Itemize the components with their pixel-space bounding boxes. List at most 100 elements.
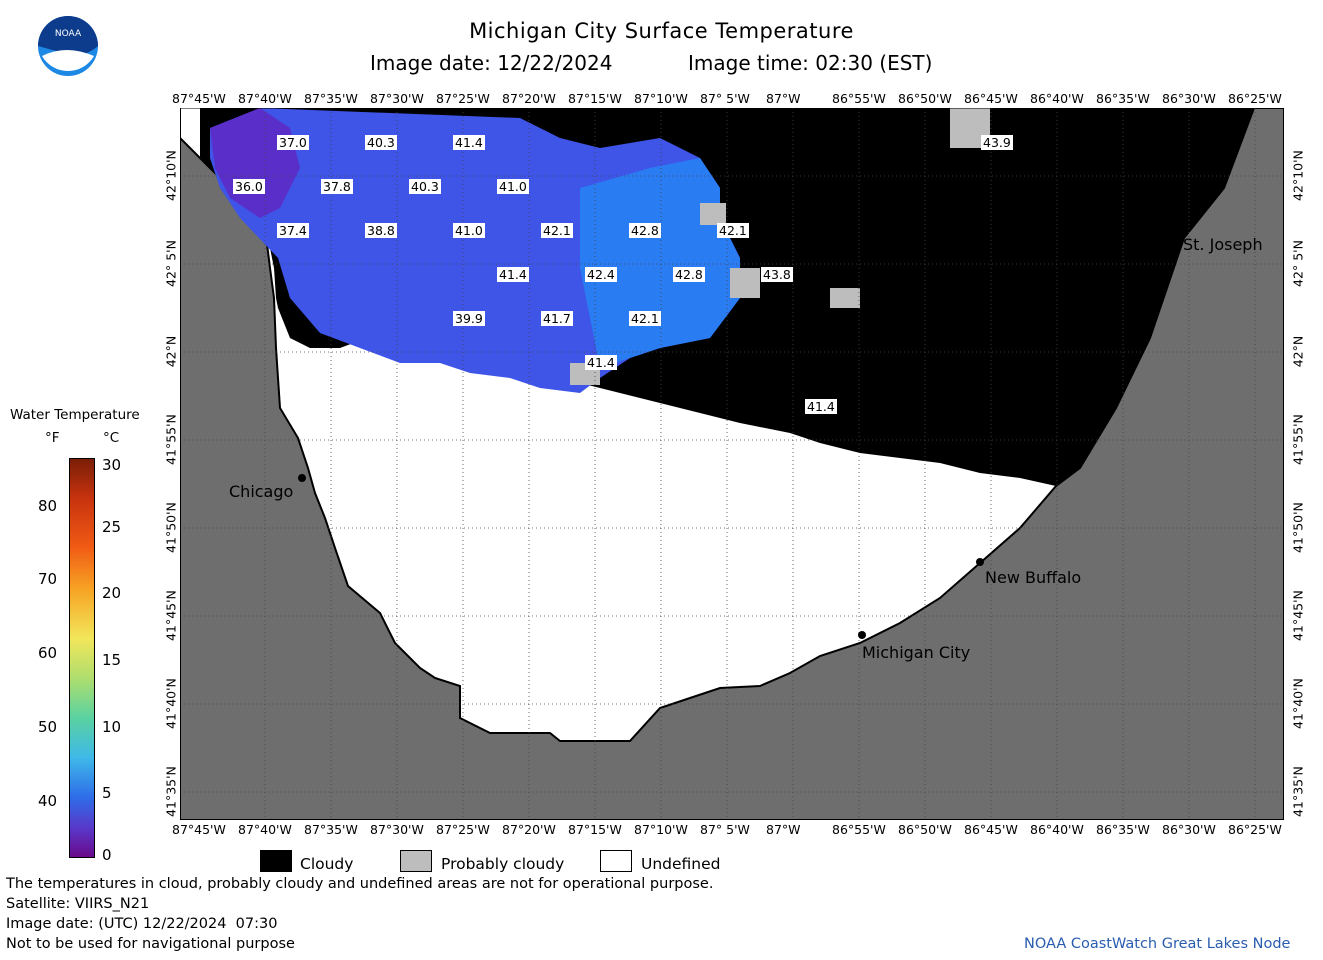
- x-tick-label: 87°W: [766, 91, 801, 106]
- temperature-label: 41.4: [585, 355, 617, 370]
- legend-c-value: 30: [102, 456, 122, 474]
- x-tick-label: 87°15'W: [568, 822, 622, 837]
- x-tick-label: 87°15'W: [568, 91, 622, 106]
- city-label-new-buffalo: New Buffalo: [985, 568, 1082, 587]
- color-scale-bar: [69, 458, 95, 858]
- image-time: Image time: 02:30 (EST): [688, 51, 933, 75]
- legend-f-value: 70: [38, 570, 58, 588]
- x-tick-label: 86°35'W: [1096, 91, 1150, 106]
- x-tick-label: 87°10'W: [634, 91, 688, 106]
- map-title: Michigan City Surface Temperature: [469, 19, 854, 43]
- legend-c-value: 0: [102, 846, 112, 864]
- y-tick-label: 41°40'N: [163, 678, 179, 729]
- y-tick-label: 42° 5'N: [1290, 240, 1306, 287]
- x-tick-label: 86°30'W: [1162, 822, 1216, 837]
- x-tick-label: 87°30'W: [370, 91, 424, 106]
- y-tick-label: 41°45'N: [163, 590, 179, 641]
- y-tick-label: 42°N: [163, 335, 179, 368]
- temperature-label: 38.8: [365, 223, 397, 238]
- x-tick-label: 86°50'W: [898, 822, 952, 837]
- x-tick-label: 87°25'W: [436, 91, 490, 106]
- temperature-label: 41.4: [805, 399, 837, 414]
- legend-f-value: 40: [38, 792, 58, 810]
- cloudy-swatch: [260, 850, 292, 872]
- legend-unit-f: °F: [45, 430, 60, 446]
- legend-c-value: 20: [102, 584, 122, 602]
- graticule: [180, 108, 1284, 820]
- undefined-swatch: [600, 850, 632, 872]
- x-tick-label: 87°35'W: [304, 822, 358, 837]
- y-tick-label: 42° 5'N: [163, 240, 179, 287]
- x-tick-label: 86°55'W: [832, 822, 886, 837]
- x-tick-label: 87°45'W: [172, 91, 226, 106]
- x-tick-label: 86°45'W: [964, 91, 1018, 106]
- city-label-michigan-city: Michigan City: [862, 643, 971, 662]
- legend-c-value: 10: [102, 718, 122, 736]
- y-tick-label: 41°50'N: [1290, 502, 1306, 553]
- legend-c-value: 25: [102, 518, 122, 536]
- x-tick-label: 87°W: [766, 822, 801, 837]
- legend-c-value: 15: [102, 651, 122, 669]
- x-tick-label: 87° 5'W: [700, 91, 750, 106]
- image-date: Image date: 12/22/2024: [370, 51, 613, 75]
- y-tick-label: 42°10'N: [1290, 150, 1306, 201]
- legend-unit-c: °C: [103, 430, 120, 446]
- y-tick-label: 41°55'N: [1290, 414, 1306, 465]
- y-tick-label: 41°40'N: [1290, 678, 1306, 729]
- temperature-label: 41.0: [453, 223, 485, 238]
- y-tick-label: 41°50'N: [163, 502, 179, 553]
- temperature-label: 37.4: [277, 223, 309, 238]
- y-tick-label: 41°45'N: [1290, 590, 1306, 641]
- x-tick-label: 87°45'W: [172, 822, 226, 837]
- legend-f-value: 50: [38, 718, 58, 736]
- x-tick-label: 86°25'W: [1228, 822, 1282, 837]
- probably-cloudy-label: Probably cloudy: [441, 855, 565, 873]
- footer-utc-date: Image date: (UTC) 12/22/2024 07:30: [6, 916, 278, 932]
- cloudy-label: Cloudy: [300, 855, 354, 873]
- city-label-st-joseph: St. Joseph: [1183, 235, 1263, 254]
- y-tick-label: 41°55'N: [163, 414, 179, 465]
- legend-f-value: 80: [38, 497, 58, 515]
- temperature-label: 42.4: [585, 267, 617, 282]
- y-tick-label: 41°35'N: [163, 766, 179, 817]
- x-tick-label: 87°20'W: [502, 822, 556, 837]
- temperature-label: 42.8: [629, 223, 661, 238]
- legend-f-value: 60: [38, 644, 58, 662]
- chicago-marker: [298, 474, 306, 482]
- y-tick-label: 42°10'N: [163, 150, 179, 201]
- temperature-label: 41.4: [497, 267, 529, 282]
- temperature-label: 43.9: [981, 135, 1013, 150]
- new-buffalo-marker: [976, 558, 984, 566]
- probably-cloudy-swatch: [400, 850, 432, 872]
- x-tick-label: 86°50'W: [898, 91, 952, 106]
- x-tick-label: 87°40'W: [238, 822, 292, 837]
- footer-navigation: Not to be used for navigational purpose: [6, 936, 295, 952]
- undefined-label: Undefined: [641, 855, 721, 873]
- logo-text: NOAA: [55, 29, 82, 39]
- x-tick-label: 86°25'W: [1228, 91, 1282, 106]
- temperature-label: 42.1: [629, 311, 661, 326]
- temperature-label: 42.8: [673, 267, 705, 282]
- temperature-label: 43.8: [761, 267, 793, 282]
- city-label-chicago: Chicago: [229, 482, 294, 501]
- legend-title: Water Temperature: [10, 407, 140, 423]
- x-tick-label: 87°10'W: [634, 822, 688, 837]
- probably-cloudy-patch: [830, 288, 860, 308]
- x-tick-label: 87°35'W: [304, 91, 358, 106]
- x-tick-label: 87° 5'W: [700, 822, 750, 837]
- x-tick-label: 86°45'W: [964, 822, 1018, 837]
- temperature-label: 41.0: [497, 179, 529, 194]
- x-tick-label: 87°40'W: [238, 91, 292, 106]
- temperature-label: 42.1: [717, 223, 749, 238]
- temperature-label: 37.8: [321, 179, 353, 194]
- temperature-label: 36.0: [233, 179, 265, 194]
- temperature-label: 39.9: [453, 311, 485, 326]
- x-tick-label: 87°20'W: [502, 91, 556, 106]
- y-tick-label: 41°35'N: [1290, 766, 1306, 817]
- x-tick-label: 87°30'W: [370, 822, 424, 837]
- michigan-city-marker: [858, 631, 866, 639]
- footer-note: The temperatures in cloud, probably clou…: [6, 876, 714, 892]
- land-area: [180, 108, 1284, 820]
- x-tick-label: 86°30'W: [1162, 91, 1216, 106]
- temperature-label: 40.3: [409, 179, 441, 194]
